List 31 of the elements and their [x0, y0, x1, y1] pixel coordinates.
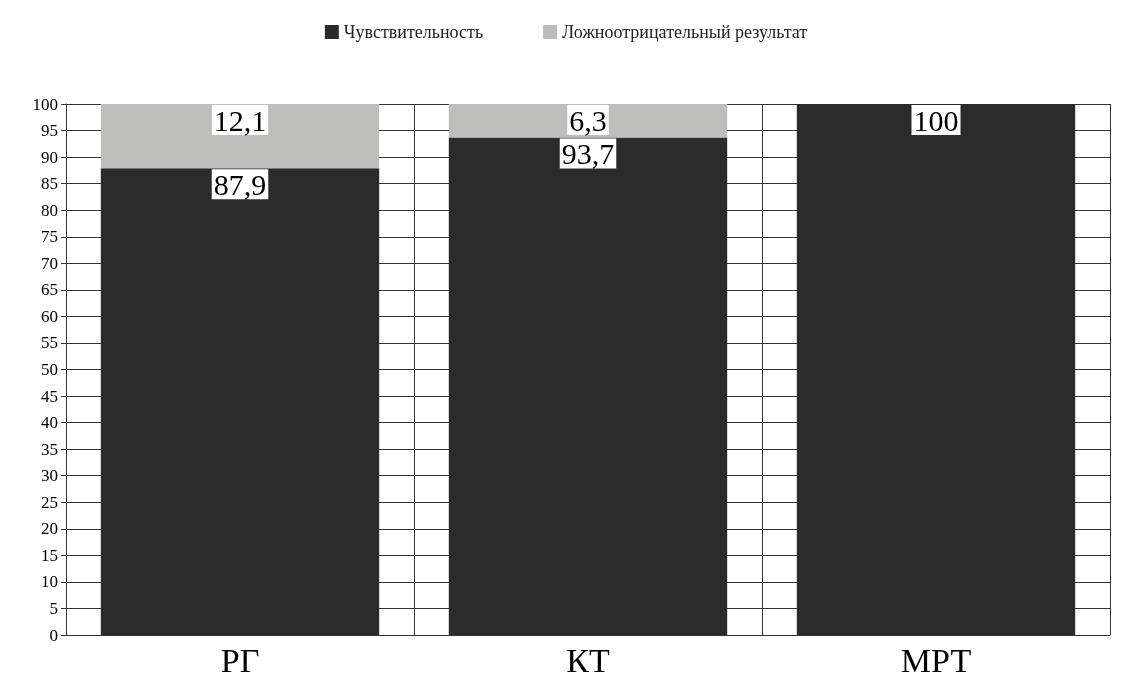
y-tick-label: 45	[41, 386, 58, 406]
y-tick-label: 80	[41, 200, 58, 220]
y-tick-label: 85	[41, 174, 58, 194]
data-label: 6,3	[569, 103, 607, 137]
y-tick-label: 95	[41, 121, 58, 141]
y-tick-label: 90	[41, 147, 58, 167]
y-tick-label: 40	[41, 413, 58, 433]
legend-label: Чувствительность	[343, 22, 484, 42]
y-tick-label: 30	[41, 466, 58, 486]
data-label: 100	[913, 103, 959, 137]
y-tick-label: 70	[41, 253, 58, 273]
y-tick-label: 100	[32, 94, 58, 114]
y-tick-label: 25	[41, 492, 58, 512]
y-tick-label: 50	[41, 360, 58, 379]
x-tick-label: МРТ	[900, 641, 972, 679]
y-tick-label: 10	[41, 572, 58, 592]
data-label: 93,7	[561, 136, 615, 170]
y-tick-label: 5	[49, 598, 58, 618]
legend-label: Ложноотрицательный результат	[562, 22, 808, 42]
data-label: 87,9	[213, 167, 267, 201]
y-tick-label: 20	[41, 519, 58, 539]
y-tick-label: 60	[41, 306, 58, 326]
y-tick-label: 65	[41, 280, 58, 300]
x-tick-label: РГ	[220, 641, 260, 679]
x-tick-label: КТ	[566, 641, 610, 679]
y-tick-label: 15	[41, 545, 58, 565]
y-tick-label: 35	[41, 439, 58, 459]
y-tick-label: 0	[49, 625, 58, 645]
y-tick-label: 55	[41, 333, 58, 353]
y-tick-label: 75	[41, 227, 58, 247]
data-label: 12,1	[213, 103, 267, 137]
